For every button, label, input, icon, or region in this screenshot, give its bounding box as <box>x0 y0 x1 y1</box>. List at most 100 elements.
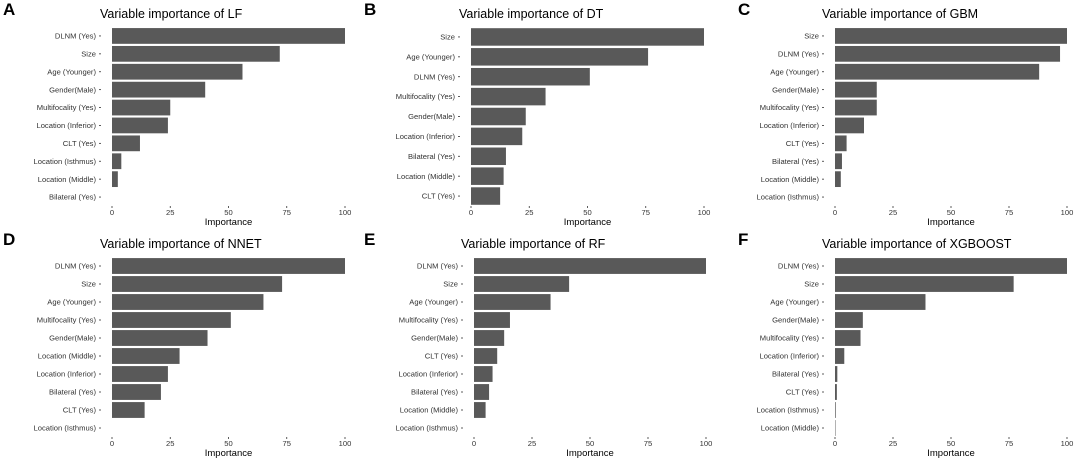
bar <box>474 330 505 346</box>
x-tick-label: 100 <box>339 439 352 448</box>
chart-title: Variable importance of GBM <box>822 7 978 21</box>
chart-title: Variable importance of RF <box>461 237 606 251</box>
category-label: Size <box>804 280 819 289</box>
bar <box>112 63 243 80</box>
category-label: Location (Inferior) <box>398 370 458 379</box>
bar <box>835 99 877 116</box>
x-tick-label: 25 <box>525 208 533 217</box>
x-tick-label: 0 <box>110 208 114 217</box>
chart-title: Variable importance of DT <box>459 7 604 21</box>
x-tick-label: 0 <box>110 439 114 448</box>
category-label: Age (Younger) <box>409 298 458 307</box>
x-tick-label: 75 <box>1005 439 1013 448</box>
bar <box>112 45 280 62</box>
category-label: DLNM (Yes) <box>417 262 459 271</box>
bar <box>835 117 864 134</box>
bar <box>835 276 1014 292</box>
bar <box>835 258 1067 274</box>
bar <box>112 366 168 382</box>
category-label: Location (Isthmus) <box>757 193 820 202</box>
bar <box>835 366 838 382</box>
bar <box>112 153 122 170</box>
x-tick-label: 25 <box>889 439 897 448</box>
bar <box>112 276 283 292</box>
bar <box>835 384 837 400</box>
category-label: Location (Middle) <box>761 175 820 184</box>
category-label: Multifocality (Yes) <box>37 103 97 112</box>
x-tick-label: 50 <box>947 439 955 448</box>
category-label: Location (Middle) <box>397 172 456 181</box>
chart-panel-b: B Variable importance of DT Size Age (Young… <box>364 0 710 228</box>
bar <box>835 153 842 170</box>
bar <box>471 167 504 185</box>
chart-title: Variable importance of LF <box>100 7 243 21</box>
x-tick-label: 75 <box>642 208 650 217</box>
bar <box>835 45 1061 62</box>
category-label: Location (Inferior) <box>36 121 96 130</box>
x-tick-label: 100 <box>339 208 352 217</box>
bar <box>835 348 845 364</box>
bar <box>474 402 486 418</box>
bar <box>474 258 706 274</box>
chart-panel-e: E Variable importance of RF DLNM (Yes) Size… <box>364 230 712 459</box>
category-label: Multifocality (Yes) <box>396 92 456 101</box>
category-label: Age (Younger) <box>406 52 455 61</box>
x-tick-label: 0 <box>472 439 476 448</box>
bar <box>112 384 161 400</box>
category-label: Age (Younger) <box>770 298 819 307</box>
x-tick-label: 100 <box>1061 208 1074 217</box>
category-label: CLT (Yes) <box>786 139 820 148</box>
category-label: Size <box>440 33 455 42</box>
category-label: Age (Younger) <box>47 67 96 76</box>
bar <box>112 348 180 364</box>
x-tick-label: 75 <box>644 439 652 448</box>
x-tick-label: 50 <box>947 208 955 217</box>
category-label: Bilateral (Yes) <box>49 388 96 397</box>
category-label: Gender(Male) <box>49 85 96 94</box>
x-tick-label: 0 <box>833 439 837 448</box>
category-label: Gender(Male) <box>772 85 819 94</box>
panel-letter: A <box>3 0 15 19</box>
category-label: Multifocality (Yes) <box>760 334 820 343</box>
x-tick-label: 50 <box>583 208 591 217</box>
category-label: Location (Middle) <box>38 175 97 184</box>
x-tick-label: 75 <box>1005 208 1013 217</box>
bar <box>112 312 231 328</box>
bar <box>835 294 926 310</box>
category-label: Location (Isthmus) <box>396 424 459 433</box>
category-label: DLNM (Yes) <box>414 72 456 81</box>
x-tick-label: 50 <box>586 439 594 448</box>
x-axis-label: Importance <box>564 217 612 228</box>
x-tick-label: 100 <box>700 439 713 448</box>
category-label: Age (Younger) <box>47 298 96 307</box>
bar <box>112 81 206 98</box>
category-label: Gender(Male) <box>772 316 819 325</box>
chart-title: Variable importance of XGBOOST <box>822 237 1012 251</box>
category-label: Size <box>81 49 96 58</box>
category-label: DLNM (Yes) <box>778 49 820 58</box>
bar <box>112 99 171 116</box>
bar <box>112 258 345 274</box>
category-label: Location (Isthmus) <box>34 424 97 433</box>
bar <box>112 135 140 152</box>
bar <box>471 187 501 205</box>
bar <box>112 330 208 346</box>
bar <box>471 28 704 46</box>
category-label: Bilateral (Yes) <box>772 157 819 166</box>
x-tick-label: 75 <box>283 439 291 448</box>
category-label: CLT (Yes) <box>63 139 97 148</box>
panel-letter: B <box>364 0 376 19</box>
category-label: Size <box>804 32 819 41</box>
category-label: Location (Middle) <box>38 352 97 361</box>
category-label: CLT (Yes) <box>422 192 456 201</box>
panel-letter: D <box>3 230 15 249</box>
chart-panel-a: A Variable importance of LF DLNM (Yes) Size… <box>3 0 351 228</box>
category-label: Location (Inferior) <box>395 132 455 141</box>
x-axis-label: Importance <box>205 217 253 228</box>
category-label: DLNM (Yes) <box>55 32 97 41</box>
chart-title: Variable importance of NNET <box>100 237 262 251</box>
category-label: Multifocality (Yes) <box>399 316 459 325</box>
bar <box>112 117 168 134</box>
bar <box>835 63 1040 80</box>
